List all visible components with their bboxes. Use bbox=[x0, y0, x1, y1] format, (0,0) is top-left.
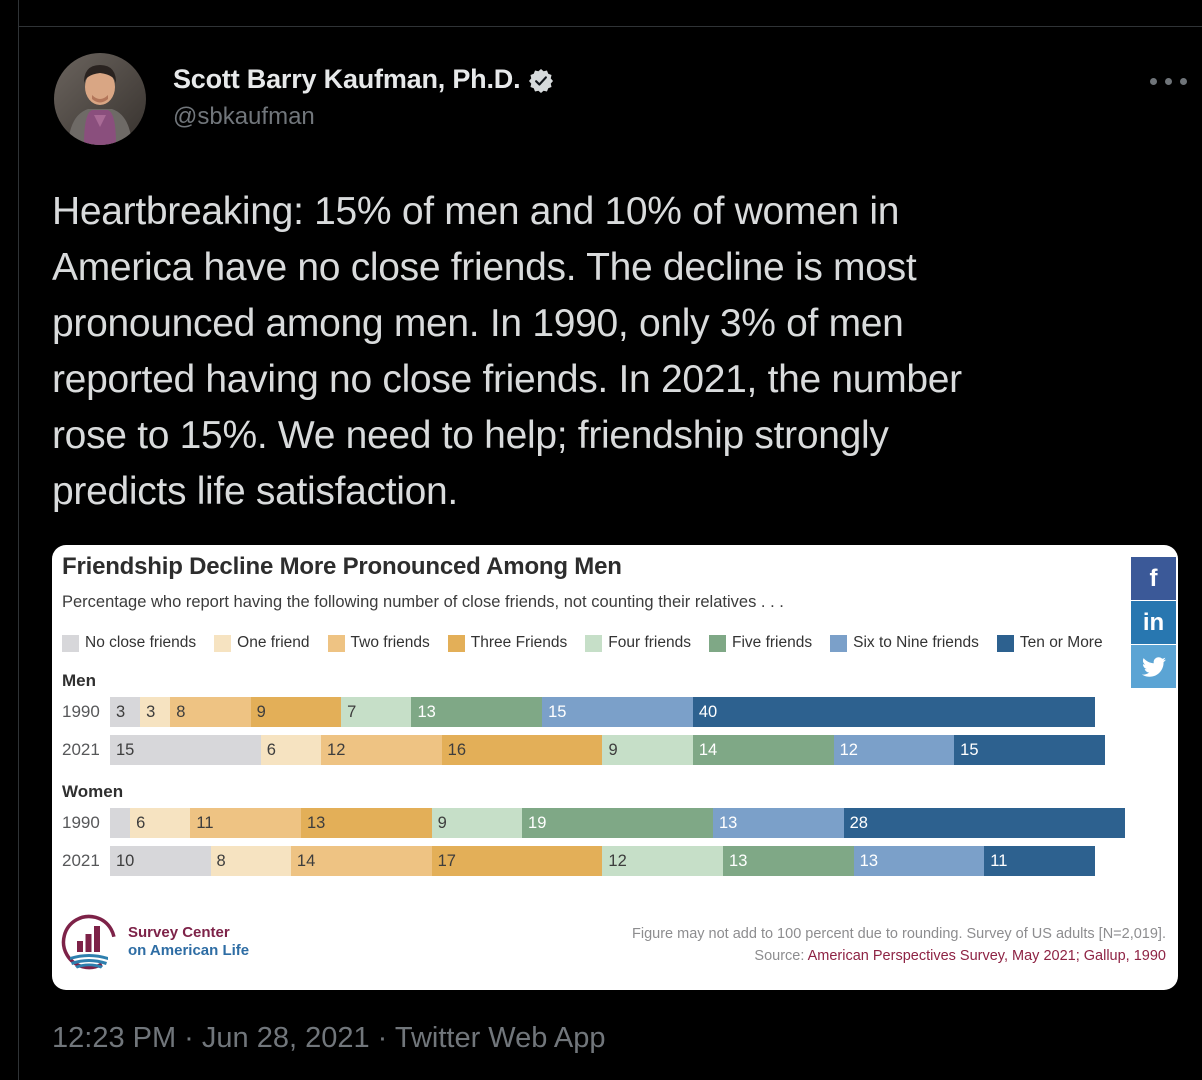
bar-segment: 11 bbox=[190, 808, 301, 838]
bar-segment: 14 bbox=[290, 846, 432, 876]
bar-segment: 15 bbox=[542, 697, 693, 727]
bar-track: 6 11 13 9 19 13 28 bbox=[110, 808, 1125, 838]
legend-swatch bbox=[327, 634, 345, 652]
bar-year-label: 2021 bbox=[62, 851, 100, 870]
top-divider bbox=[18, 26, 1202, 27]
bar-segment: 9 bbox=[250, 697, 342, 727]
legend-swatch bbox=[830, 634, 848, 652]
bar-year-label: 1990 bbox=[62, 813, 100, 832]
bar-row-women-1990: 1990 6 11 13 9 19 13 28 bbox=[62, 808, 1168, 838]
legend-item: Three Friends bbox=[447, 634, 568, 652]
bar-segment: 3 bbox=[110, 697, 141, 727]
tweet-text: Heartbreaking: 15% of men and 10% of wom… bbox=[52, 190, 962, 513]
legend-label: Five friends bbox=[731, 634, 813, 651]
more-options-icon[interactable] bbox=[1144, 66, 1192, 96]
group-label-men: Men bbox=[62, 671, 96, 690]
bar-segment: 9 bbox=[602, 735, 693, 765]
chart-title: Friendship Decline More Pronounced Among… bbox=[62, 553, 622, 580]
bar-segment: 28 bbox=[843, 808, 1125, 838]
author-name[interactable]: Scott Barry Kaufman, Ph.D. bbox=[173, 64, 521, 94]
bar-segment: 17 bbox=[431, 846, 603, 876]
logo-text-line1: Survey Center bbox=[128, 924, 230, 941]
tweet-timestamp[interactable]: 12:23 PM · Jun 28, 2021 · Twitter Web Ap… bbox=[52, 1022, 606, 1054]
bar-segment bbox=[110, 808, 131, 838]
legend-item: One friend bbox=[214, 634, 310, 652]
bar-track: 10 8 14 17 12 13 13 11 bbox=[110, 846, 1095, 876]
chart-bars: Men 1990 3 3 8 9 7 13 15 40 2021 15 6 12 16 9 14 12 15 Wome… bbox=[62, 671, 1168, 884]
legend-swatch bbox=[447, 634, 465, 652]
author-handle[interactable]: @sbkaufman bbox=[173, 103, 315, 130]
legend-item: Five friends bbox=[708, 634, 813, 652]
legend-label: Ten or More bbox=[1019, 634, 1103, 651]
verified-badge-icon bbox=[529, 68, 554, 93]
bar-segment: 13 bbox=[712, 808, 844, 838]
bar-segment: 40 bbox=[692, 697, 1095, 727]
legend-swatch bbox=[996, 634, 1014, 652]
legend-item: Four friends bbox=[585, 634, 691, 652]
bar-segment: 6 bbox=[130, 808, 191, 838]
bar-segment: 13 bbox=[300, 808, 432, 838]
bar-segment: 12 bbox=[602, 846, 724, 876]
legend-item: Six to Nine friends bbox=[830, 634, 979, 652]
column-divider bbox=[18, 0, 19, 1080]
chart-subtitle: Percentage who report having the followi… bbox=[62, 593, 784, 611]
bar-segment: 16 bbox=[441, 735, 603, 765]
legend-item: Ten or More bbox=[996, 634, 1103, 652]
share-facebook-icon[interactable]: f bbox=[1131, 557, 1176, 600]
bar-segment: 13 bbox=[723, 846, 854, 876]
bar-segment: 11 bbox=[984, 846, 1095, 876]
chart-footnote: Figure may not add to 100 percent due to… bbox=[632, 923, 1166, 967]
chart-image[interactable]: Friendship Decline More Pronounced Among… bbox=[52, 545, 1178, 990]
legend-label: Three Friends bbox=[470, 634, 568, 651]
legend-swatch bbox=[214, 634, 232, 652]
bar-row-men-1990: 1990 3 3 8 9 7 13 15 40 bbox=[62, 697, 1168, 727]
bar-segment: 19 bbox=[522, 808, 713, 838]
bar-segment: 15 bbox=[110, 735, 261, 765]
legend-label: Four friends bbox=[608, 634, 691, 651]
survey-center-logo-icon bbox=[61, 914, 117, 970]
share-twitter-icon[interactable] bbox=[1131, 645, 1176, 688]
bar-segment: 3 bbox=[140, 697, 171, 727]
logo-text-line2: on American Life bbox=[128, 942, 250, 959]
bar-year-label: 1990 bbox=[62, 702, 100, 721]
legend-swatch bbox=[708, 634, 726, 652]
legend-label: One friend bbox=[237, 634, 310, 651]
author-block: Scott Barry Kaufman, Ph.D. @sbkaufman bbox=[173, 64, 554, 131]
avatar[interactable] bbox=[54, 53, 146, 145]
bar-segment: 6 bbox=[260, 735, 322, 765]
survey-center-logo: Survey Center on American Life bbox=[60, 913, 249, 971]
bar-row-women-2021: 2021 10 8 14 17 12 13 13 11 bbox=[62, 846, 1168, 876]
bar-segment: 13 bbox=[853, 846, 985, 876]
legend-label: Two friends bbox=[350, 634, 430, 651]
legend-label: Six to Nine friends bbox=[853, 634, 979, 651]
bar-segment: 12 bbox=[321, 735, 442, 765]
legend-item: No close friends bbox=[62, 634, 196, 652]
bar-segment: 7 bbox=[341, 697, 412, 727]
group-label-women: Women bbox=[62, 782, 124, 801]
chart-legend: No close friends One friend Two friends Thr… bbox=[62, 634, 1103, 652]
bar-segment: 8 bbox=[210, 846, 291, 876]
bar-segment: 9 bbox=[431, 808, 523, 838]
bar-segment: 13 bbox=[411, 697, 543, 727]
bar-segment: 10 bbox=[110, 846, 211, 876]
source-link[interactable]: American Perspectives Survey, May 2021; … bbox=[807, 948, 1166, 964]
share-linkedin-icon[interactable]: in bbox=[1131, 601, 1176, 644]
footnote-line1: Figure may not add to 100 percent due to… bbox=[631, 926, 1166, 942]
share-buttons: f in bbox=[1131, 557, 1176, 689]
legend-item: Two friends bbox=[327, 634, 430, 652]
avatar-photo bbox=[54, 53, 146, 145]
footnote-line2: Source: American Perspectives Survey, Ma… bbox=[754, 948, 1166, 964]
bar-segment: 15 bbox=[954, 735, 1105, 765]
bar-segment: 8 bbox=[170, 697, 251, 727]
legend-swatch bbox=[62, 634, 79, 652]
legend-swatch bbox=[585, 634, 603, 652]
bar-segment: 14 bbox=[692, 735, 834, 765]
bar-year-label: 2021 bbox=[62, 740, 100, 759]
bar-track: 15 6 12 16 9 14 12 15 bbox=[110, 735, 1105, 765]
bar-track: 3 3 8 9 7 13 15 40 bbox=[110, 697, 1095, 727]
bar-row-men-2021: 2021 15 6 12 16 9 14 12 15 bbox=[62, 735, 1168, 765]
bar-segment: 12 bbox=[833, 735, 955, 765]
legend-label: No close friends bbox=[85, 634, 197, 651]
